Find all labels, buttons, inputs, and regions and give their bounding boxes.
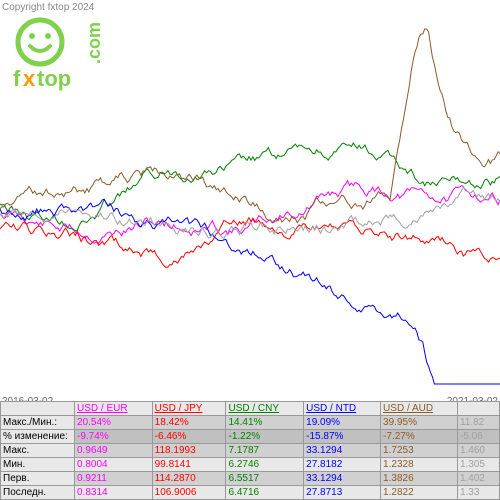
stat-cell: 1.305: [457, 458, 499, 472]
stat-cell: 33.1294: [304, 444, 381, 458]
row-label: Перв.: [1, 472, 75, 486]
stat-cell: 27.8182: [304, 458, 381, 472]
column-header: USD / JPY: [152, 402, 226, 416]
stat-cell: 1.402: [457, 472, 499, 486]
stat-cell: 1.33: [457, 486, 499, 500]
stat-cell: 14.41%: [226, 416, 304, 430]
stat-cell: 6.2746: [226, 458, 304, 472]
stat-cell: 39.95%: [381, 416, 458, 430]
row-label: Последн.: [1, 486, 75, 500]
stat-cell: 106.9006: [152, 486, 226, 500]
stat-cell: 11.82: [457, 416, 499, 430]
stat-cell: -15.87%: [304, 430, 381, 444]
stat-cell: 118.1993: [152, 444, 226, 458]
stat-cell: 1.7253: [381, 444, 458, 458]
stat-cell: 6.5517: [226, 472, 304, 486]
stat-cell: 27.8713: [304, 486, 381, 500]
stat-cell: 0.8314: [75, 486, 153, 500]
stat-cell: -7.27%: [381, 430, 458, 444]
stat-cell: -1.22%: [226, 430, 304, 444]
stat-cell: 19.09%: [304, 416, 381, 430]
row-label: [1, 402, 75, 416]
series-line: [0, 29, 500, 223]
stat-cell: 0.9649: [75, 444, 153, 458]
row-label: Макс./Мин.:: [1, 416, 75, 430]
stat-cell: 1.2328: [381, 458, 458, 472]
currency-chart: [0, 14, 500, 394]
stat-cell: 1.2822: [381, 486, 458, 500]
column-header: USD / NTD: [304, 402, 381, 416]
column-header: [457, 402, 499, 416]
stat-cell: 7.1787: [226, 444, 304, 458]
row-label: Макс.: [1, 444, 75, 458]
stat-cell: 33.1294: [304, 472, 381, 486]
stat-cell: 1.460: [457, 444, 499, 458]
row-label: Мин.: [1, 458, 75, 472]
stat-cell: -6.46%: [152, 430, 226, 444]
row-label: % изменение:: [1, 430, 75, 444]
stat-cell: 6.4716: [226, 486, 304, 500]
stat-cell: -9.74%: [75, 430, 153, 444]
stat-cell: 0.9211: [75, 472, 153, 486]
stat-cell: 1.3826: [381, 472, 458, 486]
stat-cell: 0.8004: [75, 458, 153, 472]
stat-cell: -5.06: [457, 430, 499, 444]
series-line: [0, 199, 500, 384]
stat-cell: 20.54%: [75, 416, 153, 430]
stat-cell: 99.8141: [152, 458, 226, 472]
stat-cell: 18.42%: [152, 416, 226, 430]
series-line: [0, 218, 500, 268]
column-header: USD / CNY: [226, 402, 304, 416]
stat-cell: 114.2870: [152, 472, 226, 486]
column-header: USD / AUD: [381, 402, 458, 416]
column-header: USD / EUR: [75, 402, 153, 416]
stats-table: USD / EURUSD / JPYUSD / CNYUSD / NTDUSD …: [0, 401, 500, 500]
series-line: [0, 143, 500, 231]
copyright-text: Copyright fxtop 2024: [2, 2, 94, 13]
